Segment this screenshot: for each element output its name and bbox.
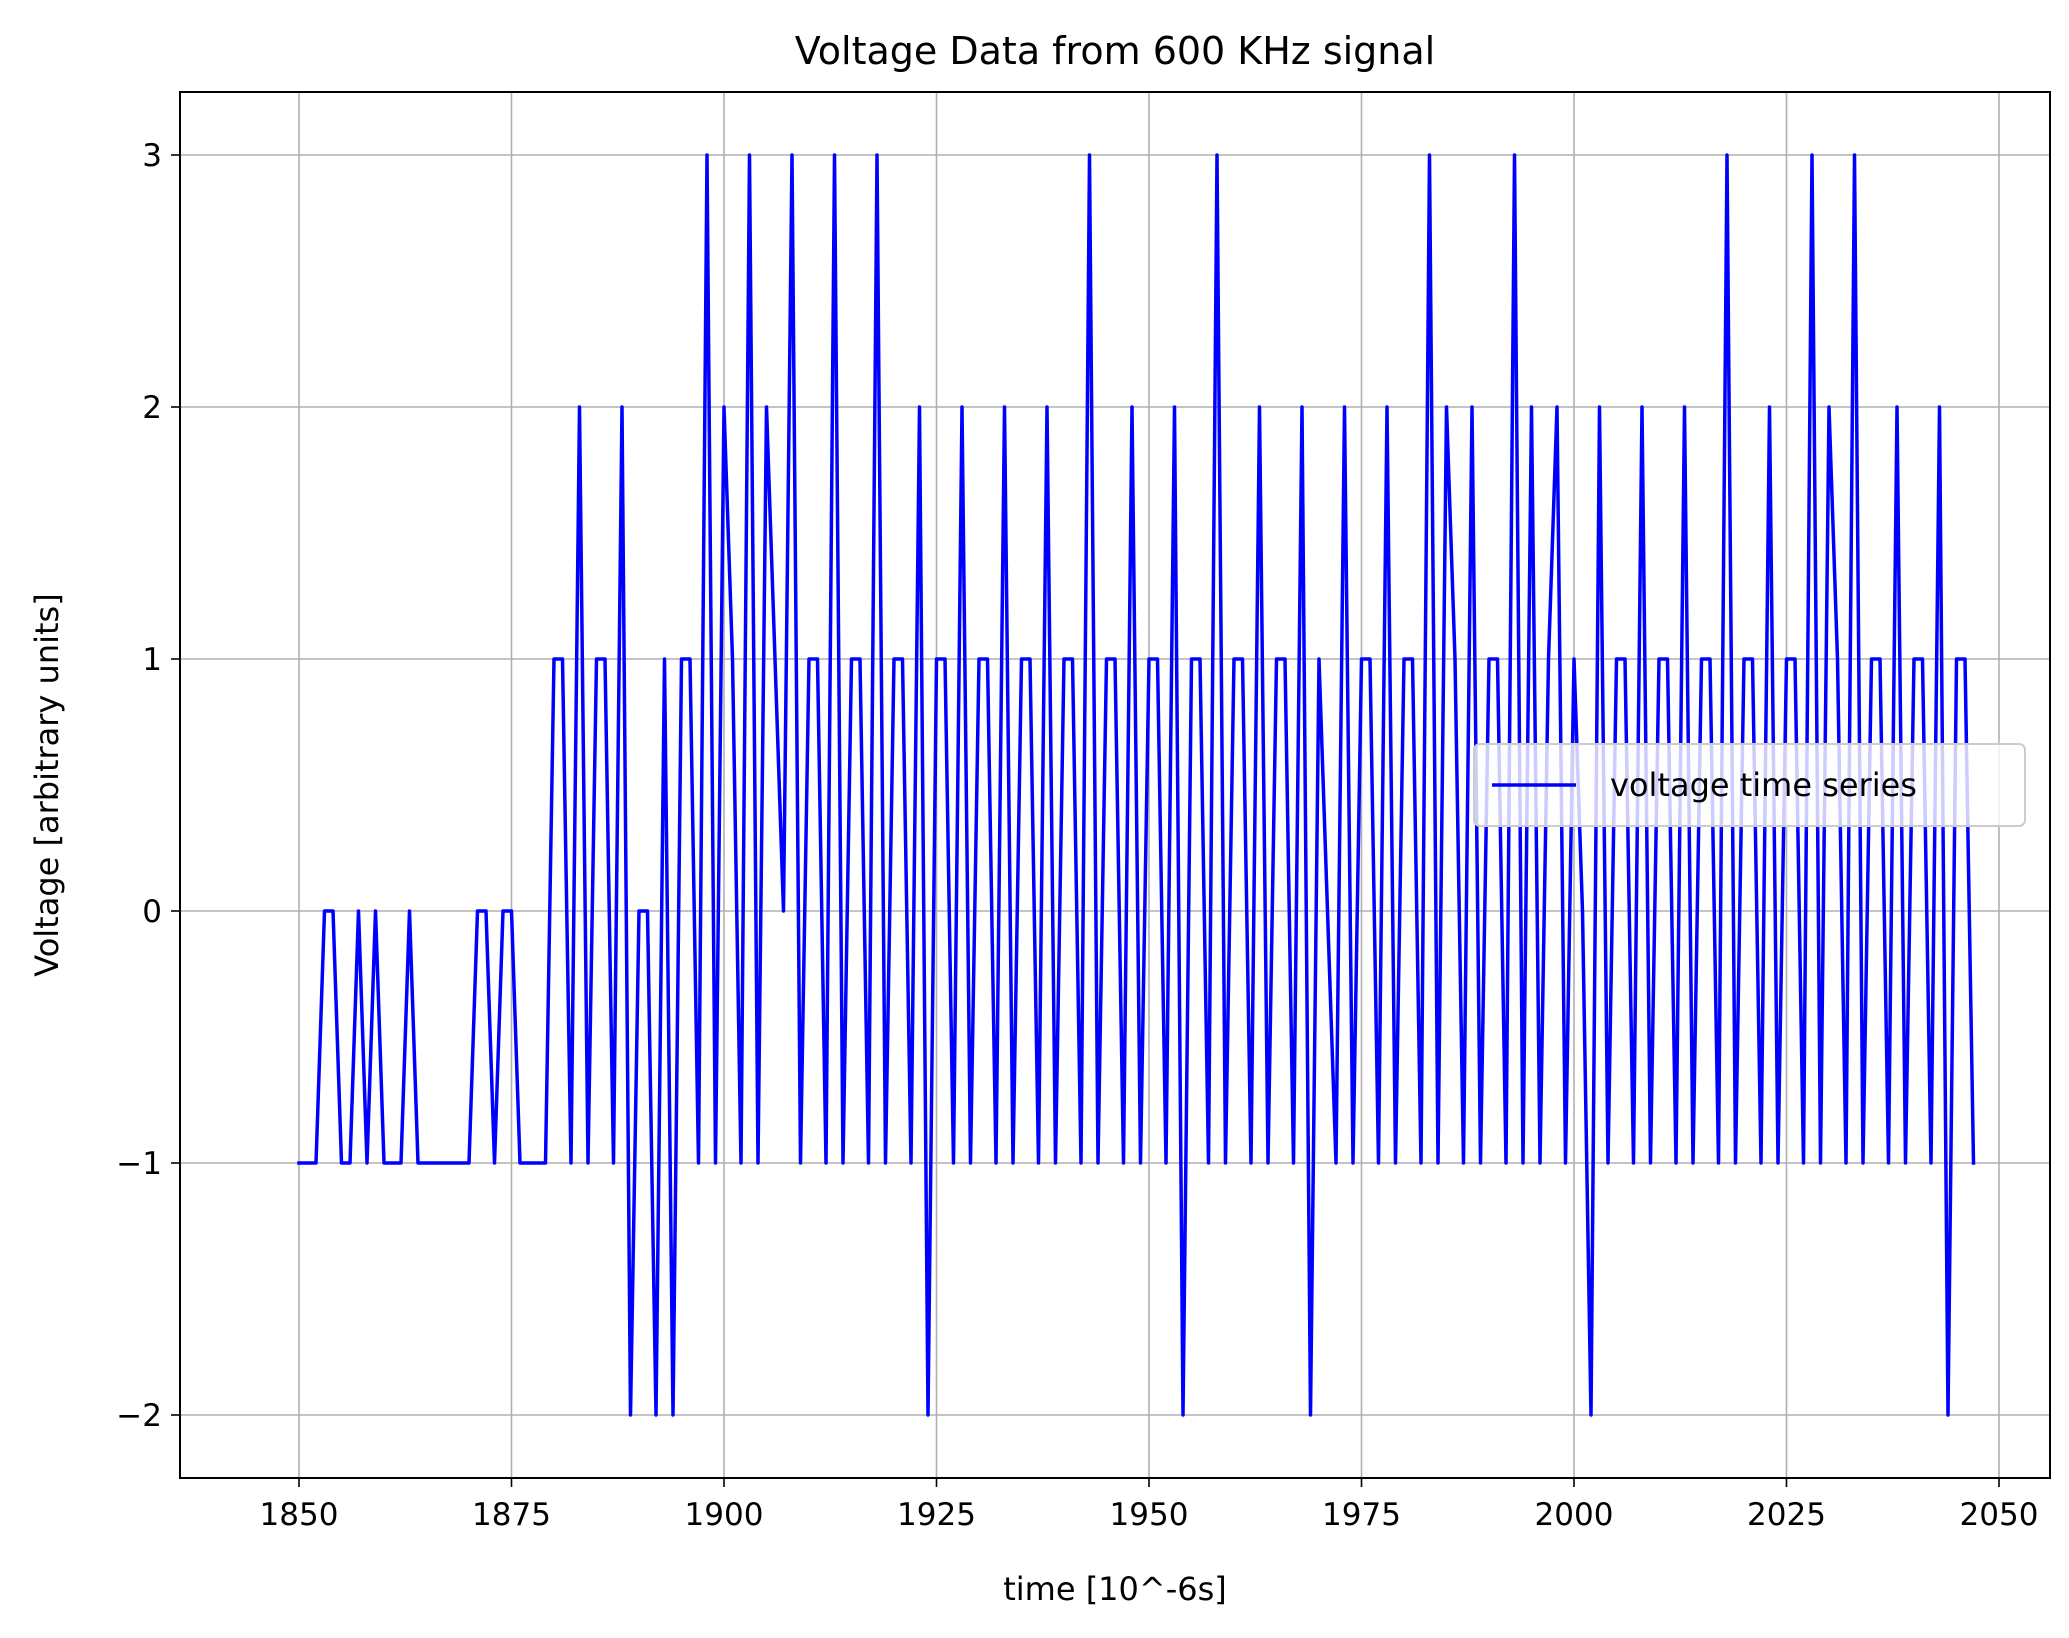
grid [180,92,2050,1478]
x-tick-label: 1975 [1322,1497,1401,1533]
x-tick-label: 1950 [1110,1497,1189,1533]
chart-title: Voltage Data from 600 KHz signal [795,29,1435,73]
axes-frame [179,91,2051,1479]
y-axis-label: Voltage [arbitrary units] [28,593,66,976]
y-tick-label: 0 [142,894,162,930]
y-tick-label: 2 [142,390,162,426]
plot-area [297,153,1976,1417]
x-tick-label: 2000 [1535,1497,1614,1533]
series-line-voltage [297,153,1976,1417]
x-tick-label: 2025 [1747,1497,1826,1533]
y-tick-label: 1 [142,642,162,678]
x-tick-label: 1850 [260,1497,339,1533]
legend: voltage time series [1473,743,2026,827]
x-tick-label: 1925 [897,1497,976,1533]
legend-box [1473,743,2026,827]
y-tick-label: −1 [116,1146,162,1182]
x-tick-label: 2050 [1960,1497,2039,1533]
x-tick-label: 1875 [472,1497,551,1533]
x-axis-label: time [10^-6s] [1003,1570,1227,1608]
x-tick-label: 1900 [685,1497,764,1533]
ticks: 1850 1875 1900 1925 1950 1975 2000 2025 2050 −2 −1… [116,138,2038,1533]
legend-label: voltage time series [1610,766,1917,804]
y-tick-label: −2 [116,1398,162,1434]
y-tick-label: 3 [142,138,162,174]
